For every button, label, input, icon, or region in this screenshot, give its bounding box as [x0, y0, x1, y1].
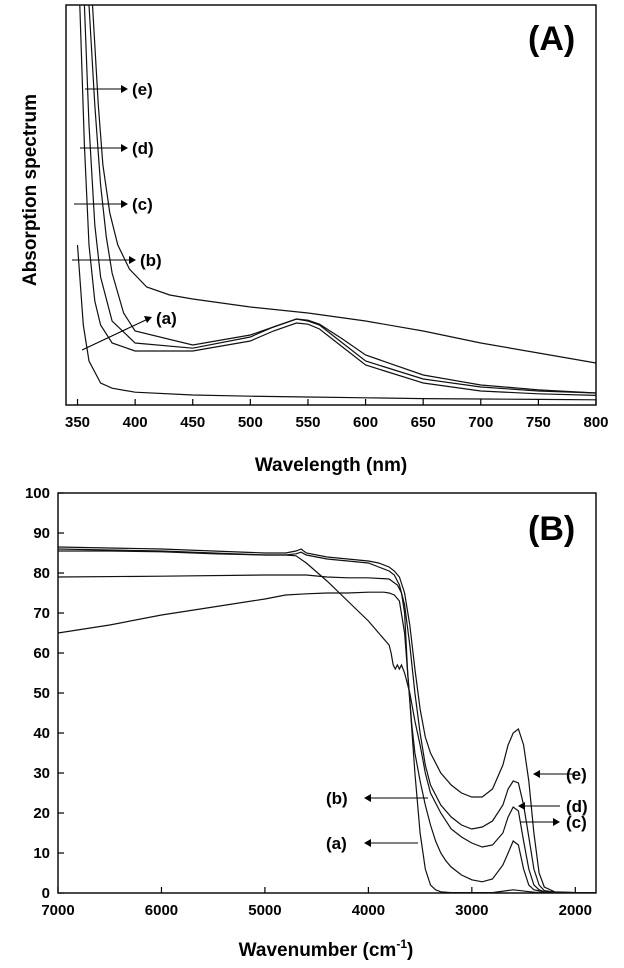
- annotation-label-d: (d): [132, 139, 154, 158]
- panel-a-annotations: (e) (d) (c) (b) (a): [72, 80, 177, 351]
- x-tick-label: 3000: [455, 902, 488, 919]
- y-tick-label: 60: [33, 645, 50, 662]
- panel-a-y-axis-title: Absorption spectrum: [20, 94, 41, 286]
- annotation-arrow-a: [81, 317, 151, 351]
- y-tick-label: 80: [33, 565, 50, 582]
- annotation-b-arrowhead-b: [364, 794, 371, 802]
- series-line-b: [79, 4, 597, 396]
- x-tick-label: 5000: [248, 902, 281, 919]
- annotation-b-label-a: (a): [326, 834, 347, 853]
- panel-b-x-axis-title-superscript: -1: [396, 937, 407, 951]
- annotation-b-label-e: (e): [566, 765, 587, 784]
- panel-a: (A) Wavelength (nm) Absorption spectrum …: [20, 4, 609, 476]
- annotation-arrowhead-d: [121, 144, 128, 152]
- annotation-arrowhead-a: [144, 316, 152, 323]
- annotation-label-e: (e): [132, 80, 153, 99]
- annotation-b-arrowhead-a: [364, 839, 371, 847]
- panel-a-x-ticks: 350 400 450 500 550 600 650 700 750 800: [65, 399, 609, 431]
- annotation-arrowhead-b: [129, 256, 136, 264]
- x-tick-label: 700: [468, 414, 493, 431]
- panel-b-curves: [57, 546, 596, 894]
- series-line-b: [57, 574, 596, 894]
- annotation-b-arrowhead-d: [518, 802, 525, 810]
- x-tick-label: 500: [238, 414, 263, 431]
- panel-b: (B) Wavenumber (cm-1) 7000 6000 5000 4000 30…: [25, 485, 597, 961]
- y-tick-label: 100: [25, 485, 50, 502]
- panel-a-x-axis-title: Wavelength (nm): [255, 455, 407, 476]
- x-tick-label: 4000: [352, 902, 385, 919]
- panel-b-label: (B): [528, 510, 575, 548]
- x-tick-label: 2000: [559, 902, 592, 919]
- x-tick-label: 7000: [41, 902, 74, 919]
- panel-b-annotations: (e) (d) (c) (b) (a): [326, 765, 588, 853]
- annotation-b-arrowhead-e: [533, 770, 540, 778]
- panel-a-label: (A): [528, 20, 575, 58]
- annotation-label-c: (c): [132, 195, 153, 214]
- x-tick-label: 400: [123, 414, 148, 431]
- x-tick-label: 800: [583, 414, 608, 431]
- panel-b-plot-frame: [57, 492, 597, 894]
- y-tick-label: 90: [33, 525, 50, 542]
- series-line-c: [83, 4, 597, 394]
- series-line-e: [57, 546, 596, 894]
- x-tick-label: 650: [411, 414, 436, 431]
- y-tick-label: 50: [33, 685, 50, 702]
- annotation-arrowhead-e: [121, 85, 128, 93]
- annotation-label-b: (b): [140, 251, 162, 270]
- series-line-a: [76, 244, 597, 401]
- series-line-d: [57, 548, 596, 894]
- y-tick-label: 20: [33, 805, 50, 822]
- annotation-b-label-b: (b): [326, 789, 348, 808]
- panel-b-x-axis-title-main: Wavenumber (cm: [239, 940, 397, 961]
- y-tick-label: 30: [33, 765, 50, 782]
- series-line-c: [58, 550, 596, 894]
- y-tick-label: 70: [33, 605, 50, 622]
- panel-b-x-ticks: 7000 6000 5000 4000 3000 2000: [41, 887, 592, 919]
- annotation-b-arrowhead-c: [553, 818, 560, 826]
- annotation-b-label-c: (c): [566, 813, 587, 832]
- x-tick-label: 750: [526, 414, 551, 431]
- panel-a-plot-frame: [65, 4, 597, 406]
- annotation-arrowhead-c: [121, 200, 128, 208]
- series-line-d: [88, 4, 597, 394]
- x-tick-label: 6000: [145, 902, 178, 919]
- series-line-e: [91, 4, 597, 364]
- y-tick-label: 40: [33, 725, 50, 742]
- x-tick-label: 550: [295, 414, 320, 431]
- panel-b-x-axis-title-end: ): [407, 940, 413, 961]
- y-tick-label: 10: [33, 845, 50, 862]
- panel-b-x-axis-title: Wavenumber (cm-1): [239, 937, 414, 961]
- annotation-label-a: (a): [156, 309, 177, 328]
- x-tick-label: 450: [180, 414, 205, 431]
- series-line-a: [57, 591, 596, 894]
- x-tick-label: 350: [65, 414, 90, 431]
- y-tick-label: 0: [42, 885, 50, 902]
- panel-a-curves: [76, 4, 597, 401]
- annotation-b-label-d: (d): [566, 797, 588, 816]
- x-tick-label: 600: [353, 414, 378, 431]
- panel-b-y-ticks: 0 10 20 30 40 50 60 70 80 90 100: [25, 485, 64, 902]
